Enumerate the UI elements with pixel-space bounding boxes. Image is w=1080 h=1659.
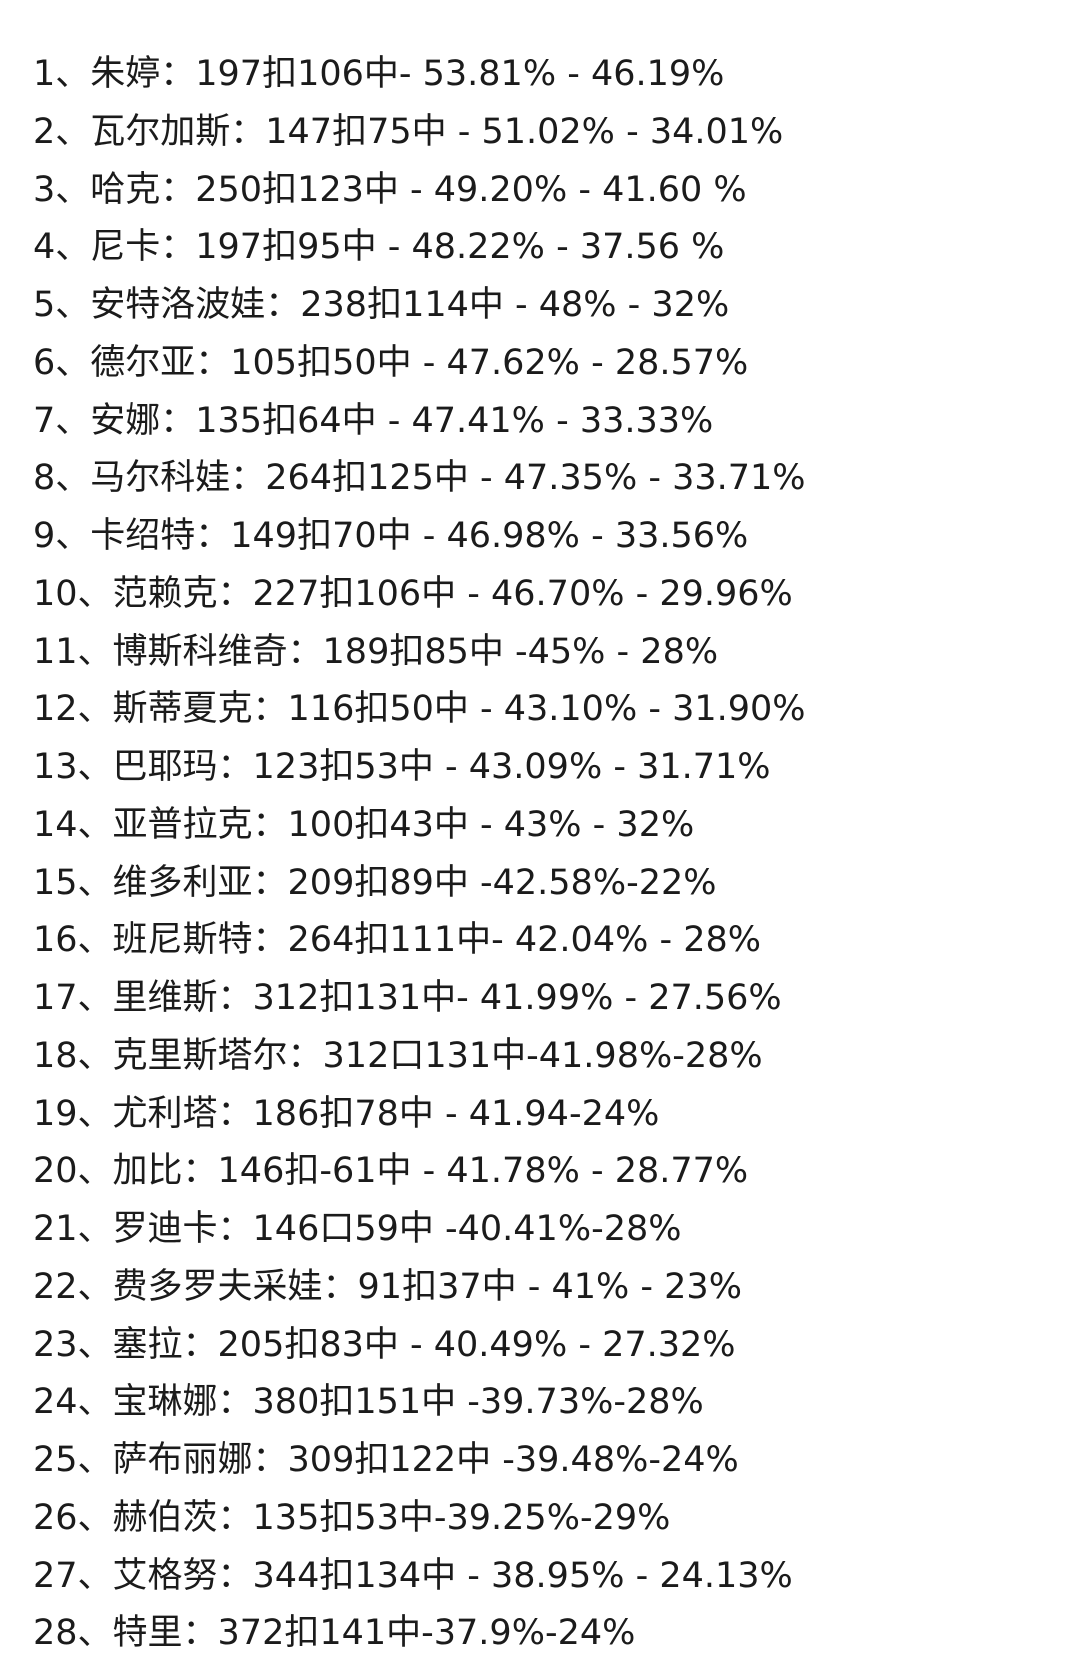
- list-item: 11、博斯科维奇：189扣85中 -45% - 28%: [33, 631, 719, 672]
- list-item: 24、宝琳娜：380扣151中 -39.73%-28%: [33, 1382, 704, 1423]
- list-item: 4、尼卡：197扣95中 - 48.22% - 37.56 %: [33, 227, 725, 268]
- list-item: 26、赫伯茨：135扣53中-39.25%-29%: [33, 1497, 671, 1538]
- list-item: 9、卡绍特：149扣70中 - 46.98% - 33.56%: [33, 516, 749, 556]
- list-item: 28、特里：372扣141中-37.9%-24%: [33, 1613, 636, 1654]
- list-item: 27、艾格努：344扣134中 - 38.95% - 24.13%: [33, 1555, 793, 1596]
- list-item: 14、亚普拉克：100扣43中 - 43% - 32%: [33, 804, 695, 845]
- list-item: 7、安娜：135扣64中 - 47.41% - 33.33%: [33, 400, 714, 441]
- list-item: 3、哈克：250扣123中 - 49.20% - 41.60 %: [33, 169, 747, 210]
- list-item: 21、罗迪卡：146口59中 -40.41%-28%: [33, 1209, 682, 1249]
- list-item: 25、萨布丽娜：309扣122中 -39.48%-24%: [33, 1440, 739, 1480]
- list-item: 18、克里斯塔尔：312口131中-41.98%-28%: [33, 1035, 763, 1076]
- list-item: 5、安特洛波娃：238扣114中 - 48% - 32%: [33, 285, 730, 325]
- list-item: 23、塞拉：205扣83中 - 40.49% - 27.32%: [33, 1324, 736, 1365]
- list-item: 13、巴耶玛：123扣53中 - 43.09% - 31.71%: [33, 747, 771, 787]
- list-item: 17、里维斯：312扣131中- 41.99% - 27.56%: [33, 978, 782, 1018]
- list-item: 20、加比：146扣-61中 - 41.78% - 28.77%: [33, 1151, 749, 1192]
- list-item: 2、瓦尔加斯：147扣75中 - 51.02% - 34.01%: [33, 111, 784, 152]
- spike-stats-list: 1、朱婷：197扣106中- 53.81% - 46.19% 2、瓦尔加斯：14…: [33, 46, 806, 1659]
- list-item: 22、费多罗夫采娃：91扣37中 - 41% - 23%: [33, 1266, 742, 1307]
- list-item: 8、马尔科娃：264扣125中 - 47.35% - 33.71%: [33, 458, 806, 499]
- list-item: 12、斯蒂夏克：116扣50中 - 43.10% - 31.90%: [33, 689, 806, 730]
- list-item: 10、范赖克：227扣106中 - 46.70% - 29.96%: [33, 573, 793, 614]
- list-item: 1、朱婷：197扣106中- 53.81% - 46.19%: [33, 54, 725, 94]
- list-item: 16、班尼斯特：264扣111中- 42.04% - 28%: [33, 920, 762, 961]
- list-item: 6、德尔亚：105扣50中 - 47.62% - 28.57%: [33, 342, 749, 383]
- list-item: 19、尤利塔：186扣78中 - 41.94-24%: [33, 1093, 660, 1134]
- list-item: 15、维多利亚：209扣89中 -42.58%-22%: [33, 862, 717, 903]
